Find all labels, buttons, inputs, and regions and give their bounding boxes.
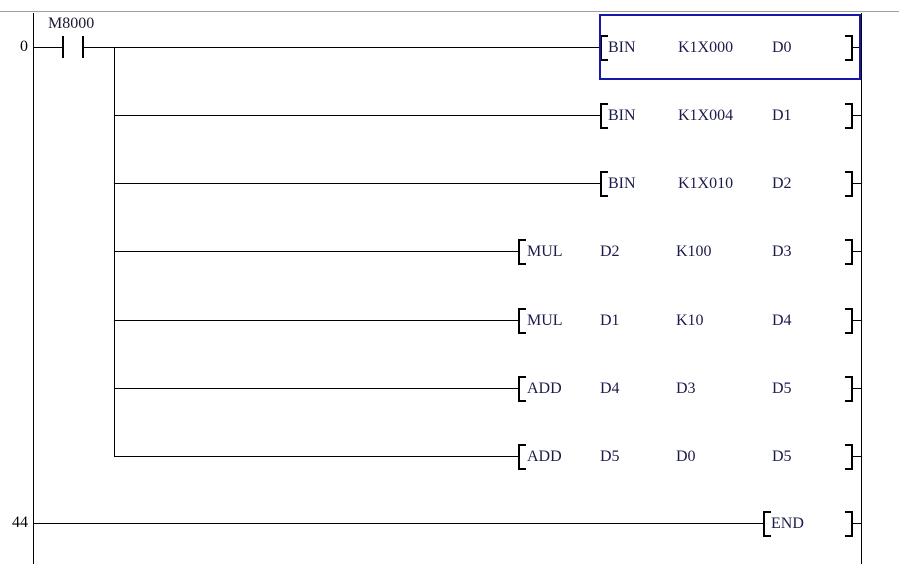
toolbar-separator [0,11,899,12]
instruction-close-bracket [845,444,853,470]
right-power-rail [861,13,862,564]
rung-wire [33,523,763,524]
instruction-operand-3[interactable]: D3 [772,243,792,260]
instruction-operand-2[interactable]: K10 [676,312,704,329]
instruction-close-bracket [845,239,853,265]
rung-wire [114,251,518,252]
instruction-operand-3[interactable]: D4 [772,312,792,329]
rung-wire [853,251,862,252]
rung-wire [114,456,518,457]
instruction-mnemonic[interactable]: MUL [527,243,563,260]
branch-trunk-line [114,47,115,457]
instruction-close-bracket [845,308,853,334]
instruction-operand-2[interactable]: D0 [676,448,696,465]
instruction-open-bracket [518,308,526,334]
rung-wire [114,183,600,184]
rung-wire [33,47,62,48]
instruction-operand-1[interactable]: D4 [600,380,620,397]
instruction-close-bracket [845,171,853,197]
instruction-operand-1[interactable]: D1 [600,312,620,329]
instruction-open-bracket [600,171,608,197]
instruction-open-bracket [600,103,608,129]
instruction-operand-1[interactable]: D2 [600,243,620,260]
instruction-mnemonic[interactable]: ADD [527,380,562,397]
instruction-open-bracket [518,376,526,402]
instruction-operand-1[interactable]: D5 [600,448,620,465]
step-number-44: 44 [12,514,28,531]
instruction-open-bracket [763,511,771,537]
rung-wire [853,523,862,524]
instruction-operand-2[interactable]: D3 [676,380,696,397]
instruction-mnemonic[interactable]: BIN [608,39,636,56]
instruction-mnemonic-end[interactable]: END [771,515,804,532]
instruction-close-bracket [845,103,853,129]
rung-wire [114,115,600,116]
instruction-mnemonic[interactable]: ADD [527,448,562,465]
rung-wire [853,320,862,321]
instruction-open-bracket [518,239,526,265]
instruction-operand-1[interactable]: K1X004 [678,107,734,124]
instruction-operand-1[interactable]: K1X010 [678,175,734,192]
rung-wire [84,47,600,48]
rung-wire [853,388,862,389]
instruction-operand-2[interactable]: D1 [772,107,792,124]
instruction-close-bracket [845,35,853,61]
contact-label-m8000: M8000 [48,15,95,32]
instruction-operand-3[interactable]: D5 [772,380,792,397]
instruction-operand-2[interactable]: D0 [772,39,792,56]
instruction-mnemonic[interactable]: BIN [608,107,636,124]
instruction-mnemonic[interactable]: BIN [608,175,636,192]
rung-wire [114,320,518,321]
rung-wire [853,456,862,457]
rung-wire [114,388,518,389]
instruction-close-bracket [845,376,853,402]
rung-wire [853,183,862,184]
contact-left-bar [62,36,64,58]
instruction-operand-2[interactable]: K100 [676,243,712,260]
contact-m8000[interactable] [62,36,84,58]
instruction-mnemonic[interactable]: MUL [527,312,563,329]
rung-wire [853,115,862,116]
left-power-rail [33,13,34,564]
rung-wire [853,47,862,48]
instruction-open-bracket [518,444,526,470]
step-number-0: 0 [20,38,28,55]
instruction-operand-2[interactable]: D2 [772,175,792,192]
contact-right-bar [82,36,84,58]
instruction-open-bracket [600,35,608,61]
instruction-close-bracket [845,511,853,537]
instruction-operand-3[interactable]: D5 [772,448,792,465]
instruction-operand-1[interactable]: K1X000 [678,39,734,56]
